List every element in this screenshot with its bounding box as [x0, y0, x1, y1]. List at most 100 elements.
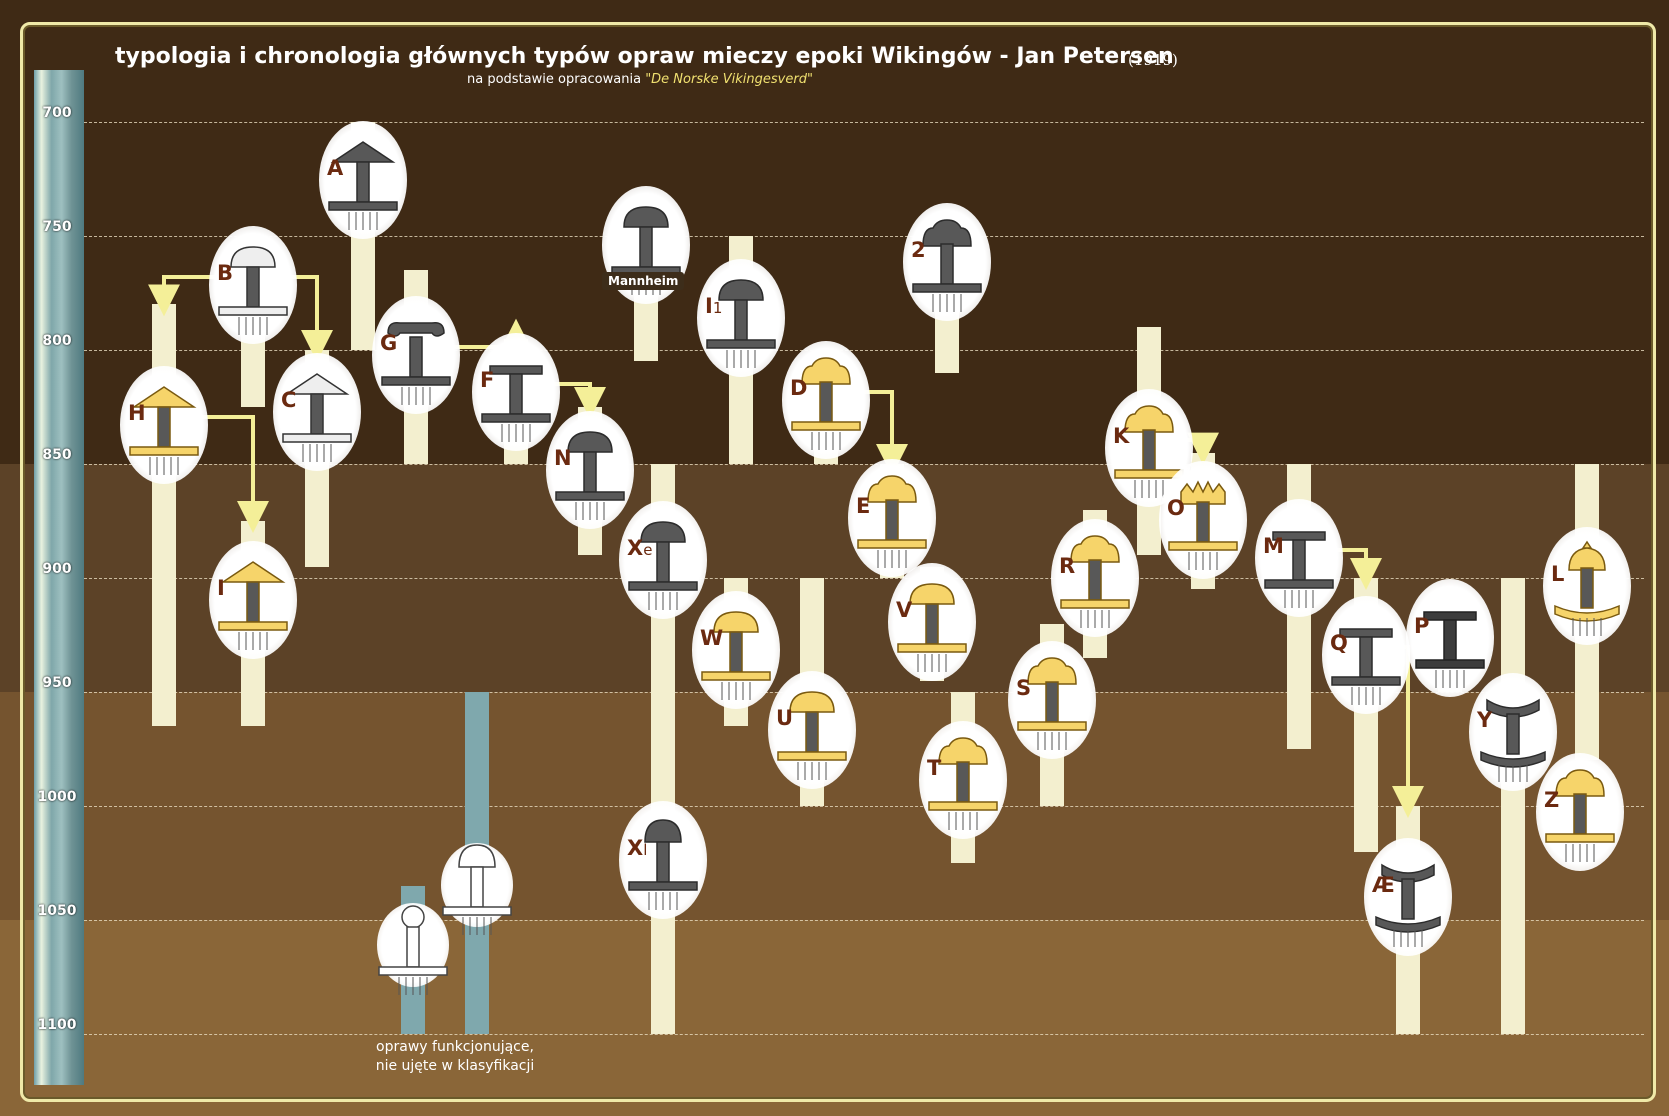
type-label-text: Z — [1544, 788, 1560, 812]
hilt-y — [1480, 698, 1546, 782]
hilt-grip — [819, 381, 833, 423]
year-tick-label: 800 — [42, 333, 72, 349]
hilt-n — [555, 431, 625, 520]
hilt-i1 — [706, 279, 776, 368]
hilt-pommel — [387, 321, 445, 337]
hilt-grip — [1580, 567, 1594, 609]
hilt-pommel — [1027, 657, 1077, 685]
hilt-guard — [791, 421, 861, 431]
hilt-pommel — [1423, 611, 1477, 621]
hilt-guard — [912, 283, 982, 293]
hilt-grip — [1506, 713, 1520, 755]
hilt-grip — [885, 499, 899, 541]
hilt-c — [282, 373, 352, 462]
chart-title: typologia i chronologia głównych typów o… — [115, 44, 1174, 69]
hilt-pommel — [489, 365, 543, 375]
hilt-guard — [777, 751, 847, 761]
type-label-subscript: l — [643, 841, 648, 859]
type-label-t: T — [927, 756, 941, 780]
type-label-text: E — [856, 494, 871, 518]
type-label-text: T — [927, 756, 942, 780]
type-label-text: 2 — [911, 238, 926, 262]
hilt-grip — [729, 631, 743, 673]
hilt-grip — [639, 226, 653, 268]
unclassified-note-line2: nie ujęte w klasyfikacji — [375, 1058, 535, 1074]
type-label-text: C — [281, 388, 297, 412]
hilt-pommel — [230, 246, 276, 268]
hilt-q — [1331, 628, 1401, 705]
hilt-grip — [157, 406, 171, 448]
hilt-u — [777, 691, 847, 780]
type-label-k: K — [1113, 424, 1129, 448]
hilt-grip — [409, 336, 423, 378]
hilt-pommel — [1486, 698, 1540, 718]
hilt-guard — [1060, 599, 1130, 609]
type-label-l: L — [1551, 562, 1564, 586]
type-label-d: D — [790, 376, 807, 400]
hilt-u1 — [378, 905, 448, 995]
hilt-g — [381, 321, 451, 405]
hilt-z — [1545, 769, 1615, 862]
hilt-pommel — [1070, 535, 1120, 563]
hilt-pommel — [623, 206, 669, 228]
type-label-w: W — [700, 626, 723, 650]
year-gridline — [84, 464, 1644, 465]
hilt-pommel — [789, 691, 835, 713]
type-label-ae: Æ — [1372, 873, 1395, 897]
type-label-u: U — [776, 706, 793, 730]
type-label-text: I — [217, 576, 225, 600]
year-gridline — [84, 350, 1644, 351]
hilt-pommel — [1124, 405, 1174, 433]
type-label-text: M — [1263, 534, 1284, 558]
type-label-text: L — [1551, 562, 1565, 586]
hilt-guard — [1017, 721, 1087, 731]
hilt-k — [1114, 405, 1184, 498]
hilt-v — [897, 583, 967, 672]
hilt-grip — [356, 161, 370, 203]
hilt-r — [1060, 535, 1130, 628]
hilt-f — [481, 365, 551, 442]
hilt-e — [857, 475, 927, 568]
type-label-text: G — [380, 331, 398, 355]
hilt-o — [1168, 480, 1238, 570]
subtitle-prefix: na podstawie opracowania — [467, 72, 642, 87]
type-label-2: 2 — [911, 238, 926, 262]
type-label-text: D — [790, 376, 808, 400]
hilt-pommel — [644, 819, 682, 843]
hilt-guard — [928, 801, 998, 811]
hilt-grip — [734, 299, 748, 341]
hilt-guard — [706, 339, 776, 349]
type-label-f: F — [480, 368, 494, 392]
type-label-c: C — [281, 388, 296, 412]
type-label-h: H — [128, 401, 146, 425]
hilt-m — [1264, 531, 1334, 608]
hilt-t — [928, 737, 998, 830]
year-gridline — [84, 920, 1644, 921]
type-label-i1: I1 — [705, 294, 722, 318]
hilt-guard — [442, 906, 512, 916]
hilt-guard — [628, 881, 698, 891]
hilt-grip — [1196, 501, 1210, 543]
hilt-grip — [246, 266, 260, 308]
hilt-grip — [509, 373, 523, 415]
year-tick-label: 900 — [42, 561, 72, 577]
hilt-pommel — [220, 561, 286, 583]
type-label-text: I — [705, 294, 713, 318]
subtitle-source: "De Norske Vikingesverd" — [645, 72, 813, 87]
type-label-text: Æ — [1372, 873, 1395, 897]
year-tick-label: 1050 — [37, 903, 77, 919]
hilt-xe — [628, 521, 698, 610]
hilt-l — [1554, 540, 1620, 636]
hilt-guard — [857, 539, 927, 549]
type-label-n: N — [554, 446, 572, 470]
hilt-guard — [218, 621, 288, 631]
type-label-g: G — [380, 331, 397, 355]
hilt-pommel — [1555, 769, 1605, 797]
chart-title-year: (1919) — [1128, 51, 1178, 69]
hilt-guard — [555, 491, 625, 501]
hilt-guard — [1375, 915, 1441, 933]
hilt-grip — [310, 393, 324, 435]
hilt-guard — [218, 306, 288, 316]
hilt-p — [1415, 611, 1485, 688]
hilt-guard — [1415, 659, 1485, 669]
